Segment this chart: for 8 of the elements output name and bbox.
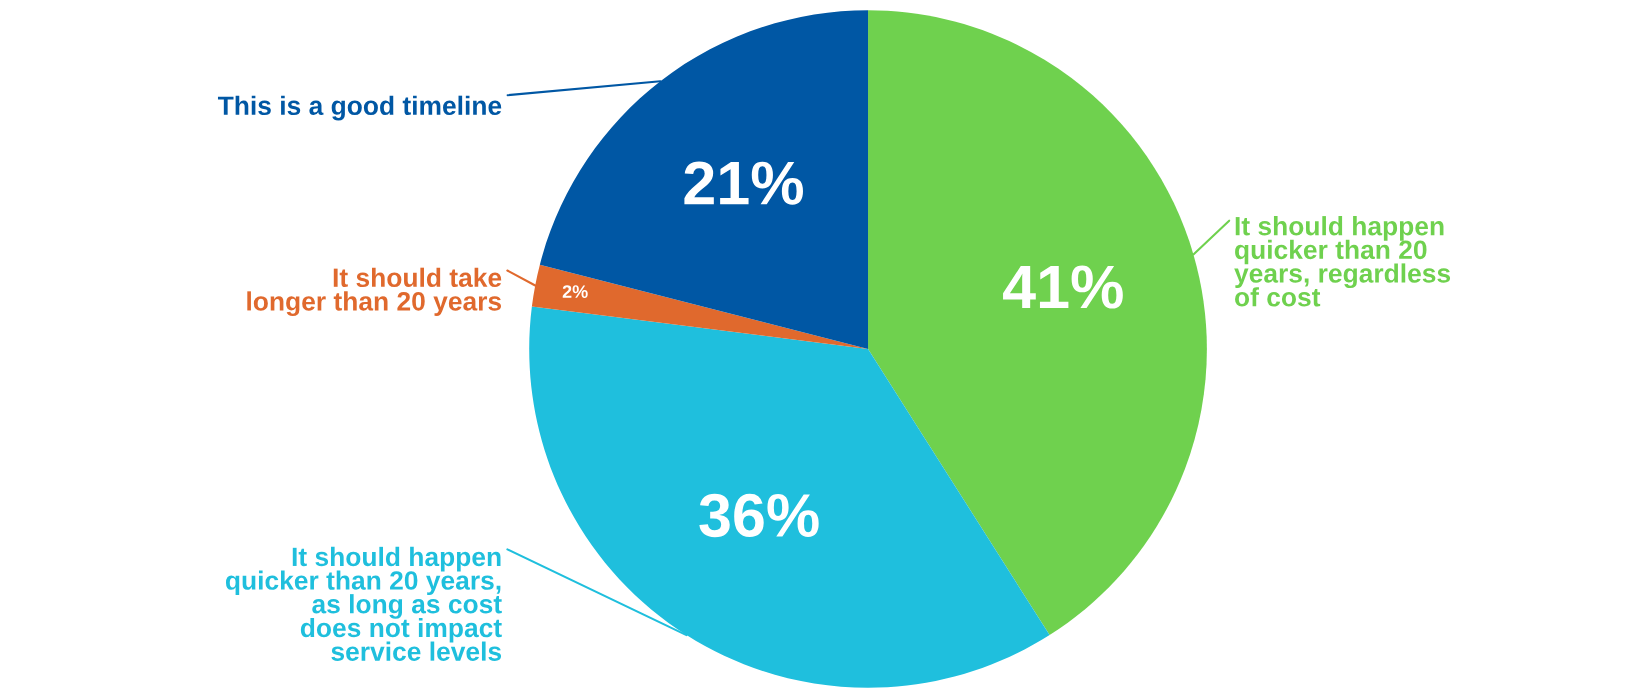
data-label: 21% (684, 161, 803, 205)
data-label: 36% (699, 493, 819, 538)
slice-label: It should take longer than 20 years (247, 267, 502, 317)
data-label: 41% (1003, 265, 1123, 309)
slice-label: It should happen quicker than 20 years, regardless of cost (1234, 216, 1451, 307)
slice-label: This is a good timeline (217, 95, 502, 121)
slice-label: It should happen quicker than 20 years, as long as cost does not impact service levels (225, 546, 502, 661)
data-label: 2% (562, 285, 588, 298)
